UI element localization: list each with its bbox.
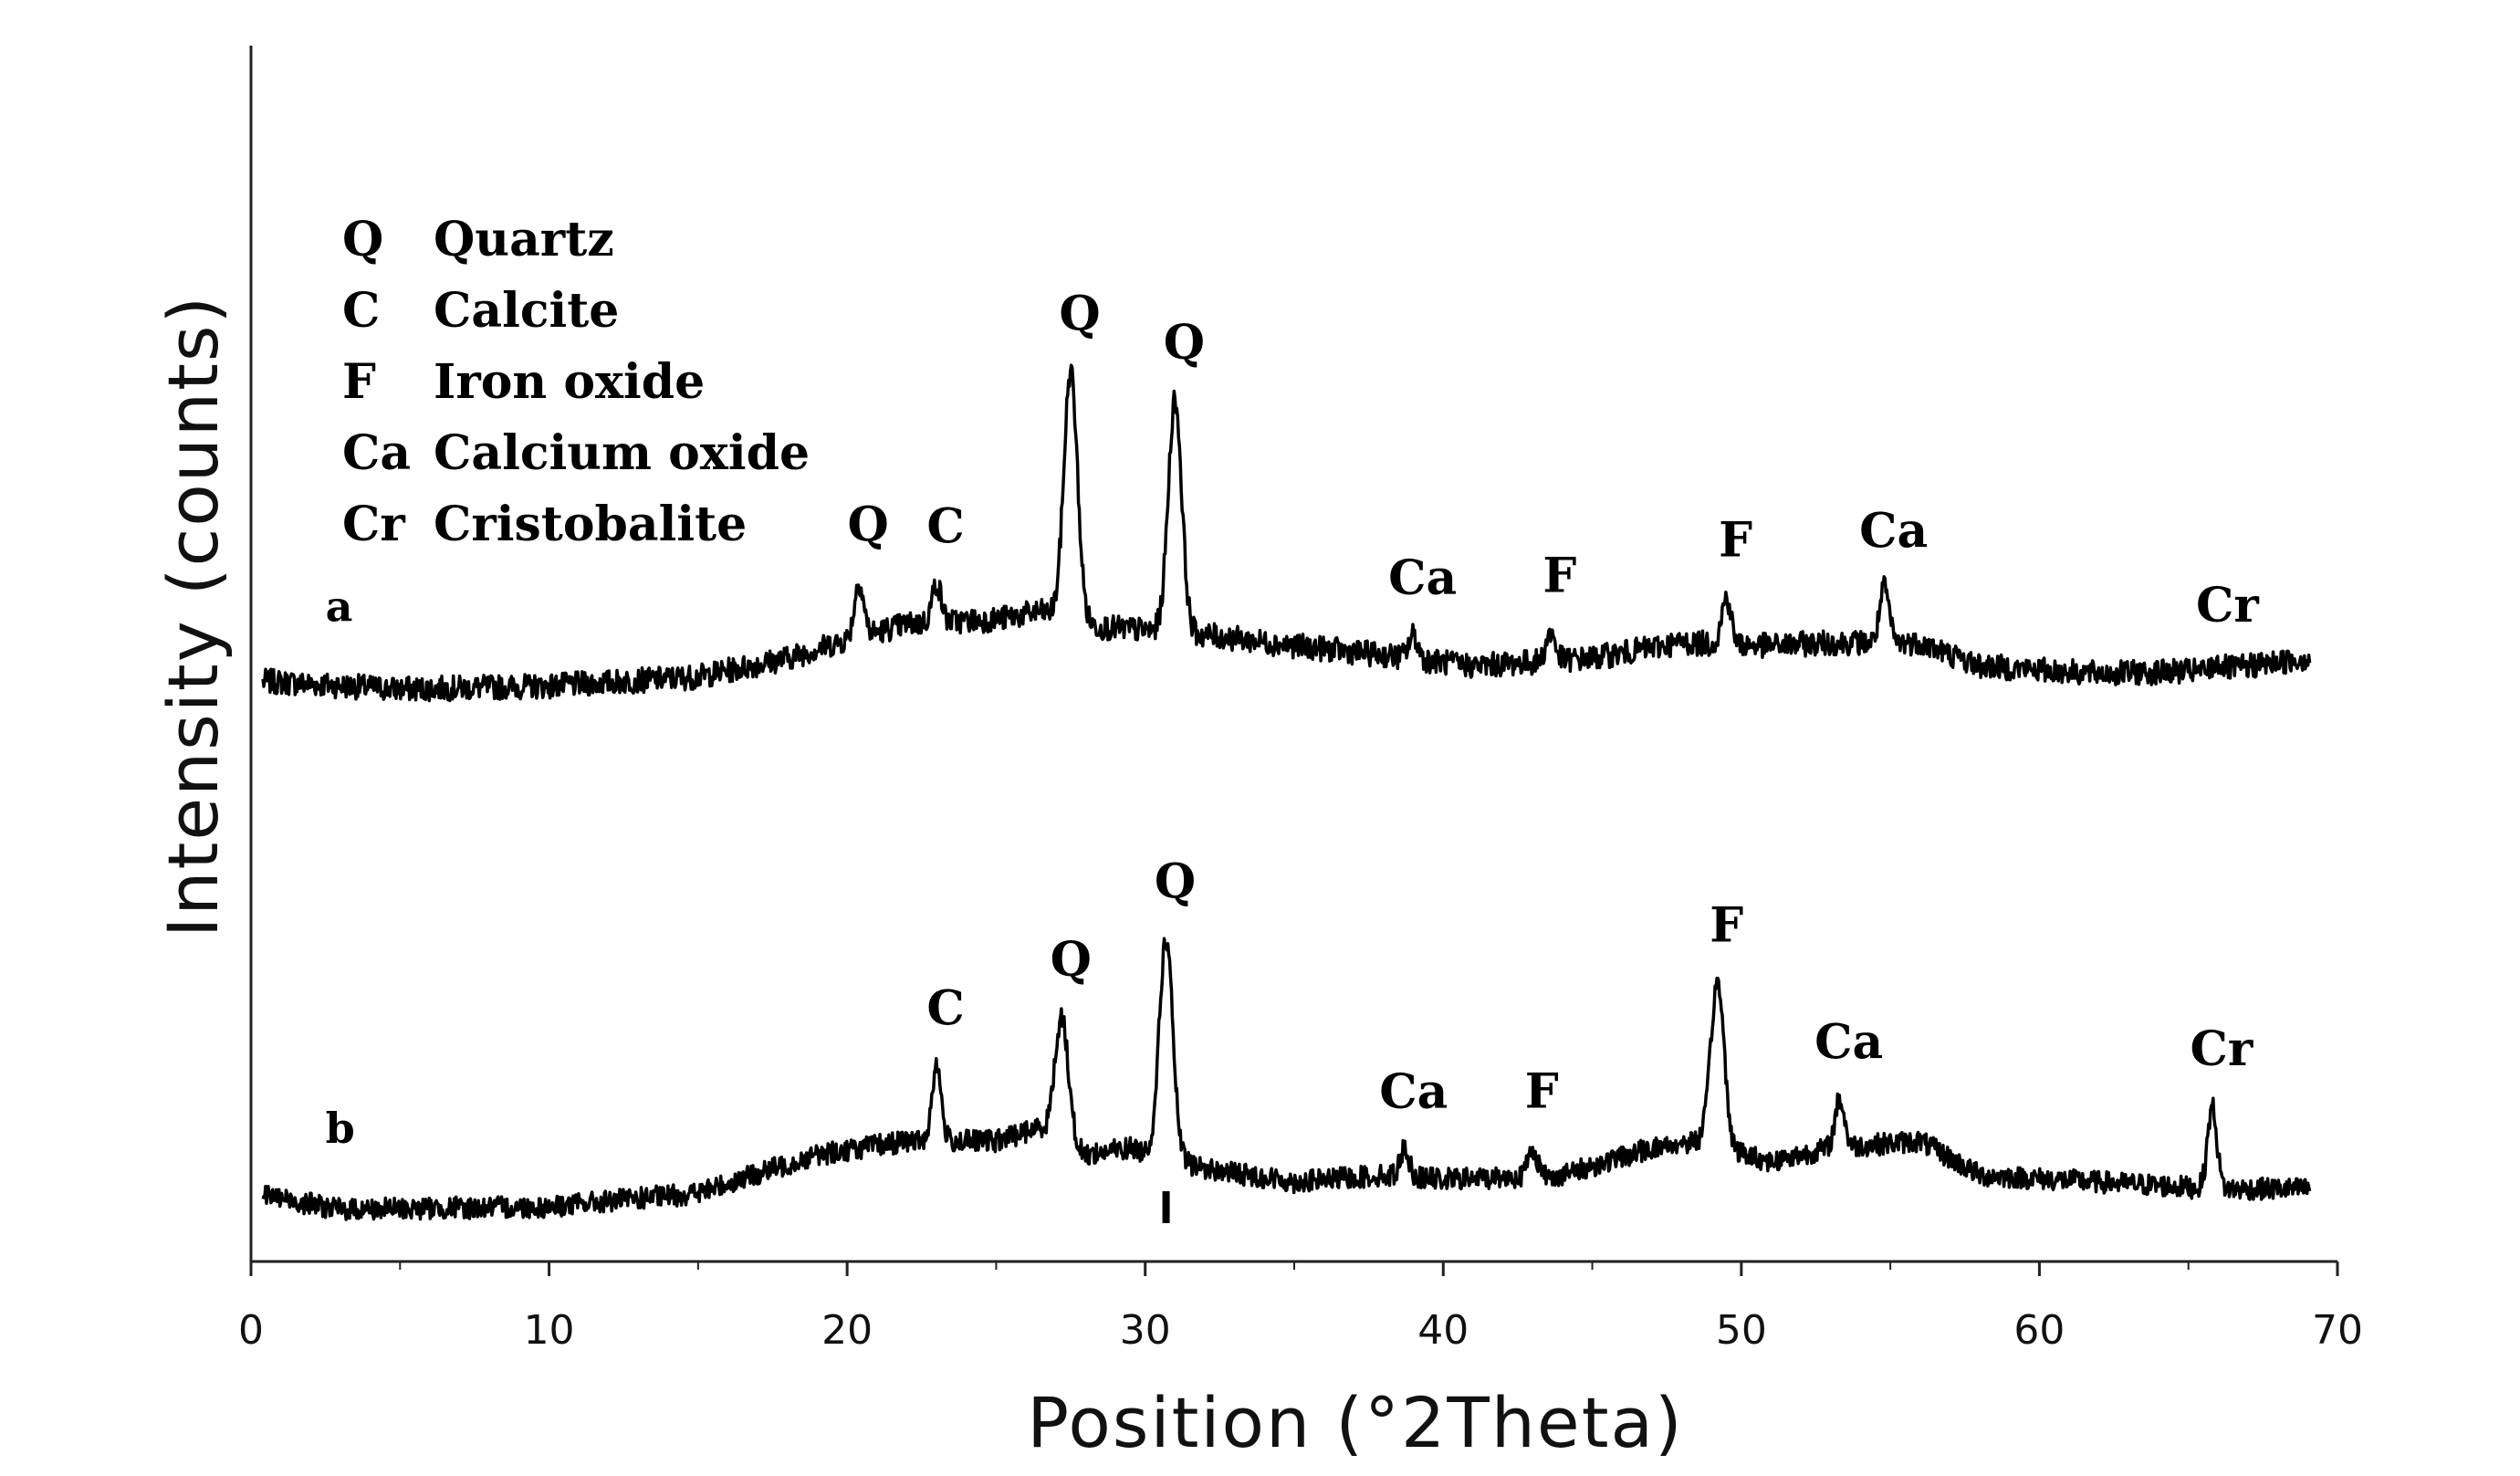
legend-name: Cristobalite: [434, 497, 747, 552]
x-tick-label: 40: [1417, 1307, 1469, 1354]
legend-symbol: Q: [342, 212, 383, 267]
peak-label-a: F: [1542, 548, 1576, 603]
trace-b: [261, 937, 2312, 1221]
x-tick-label: 30: [1120, 1307, 1171, 1354]
peak-label-a: Ca: [1388, 550, 1457, 606]
legend-symbol: Cr: [342, 497, 405, 552]
trace-label-b: b: [326, 1104, 355, 1153]
peak-label-a: C: [926, 498, 964, 554]
legend-name: Calcium oxide: [434, 425, 810, 481]
x-tick-label: 60: [2013, 1307, 2065, 1354]
x-axis-title: Position (°2Theta): [1027, 1382, 1683, 1463]
peak-label-a: Q: [848, 497, 889, 553]
peak-label-b: Q: [1051, 932, 1092, 988]
traces-layer: ab: [261, 363, 2312, 1223]
peak-label-b: F: [1525, 1064, 1559, 1120]
legend-symbol: Ca: [342, 425, 411, 481]
peak-label-b: Ca: [1814, 1014, 1883, 1070]
legend-name: Quartz: [434, 212, 614, 267]
peak-label-b: Q: [1155, 853, 1196, 909]
peak-label-b: Ca: [1379, 1064, 1448, 1120]
peak-label-a: Cr: [2196, 578, 2259, 633]
peak-label-b: Cr: [2190, 1021, 2253, 1077]
legend-name: Iron oxide: [434, 354, 705, 410]
legend-symbol: C: [342, 283, 380, 339]
legend: Q Quartz C Calcite F Iron oxide Ca Calcium oxid…: [342, 212, 810, 552]
x-tick-label: 70: [2312, 1307, 2363, 1354]
x-tick-label: 20: [821, 1307, 873, 1354]
x-tick-label: 10: [524, 1307, 575, 1354]
peak-label-a: Q: [1059, 287, 1100, 342]
peak-label-b: F: [1710, 897, 1743, 953]
peak-label-b: C: [926, 981, 964, 1037]
peak-label-a: Ca: [1859, 504, 1928, 560]
peak-label-a: Q: [1164, 315, 1205, 371]
trace-label-a: a: [326, 581, 353, 631]
y-axis-title: Intensity (counts): [152, 295, 234, 937]
x-tick-label: 50: [1716, 1307, 1767, 1354]
peak-label-a: F: [1719, 513, 1752, 569]
axes-layer: 0 10 20 30 40 50 60 70: [238, 46, 2363, 1354]
legend-symbol: F: [342, 354, 376, 410]
x-tick-label: 0: [238, 1307, 264, 1354]
legend-name: Calcite: [434, 283, 619, 339]
trace-a: [261, 363, 2312, 703]
